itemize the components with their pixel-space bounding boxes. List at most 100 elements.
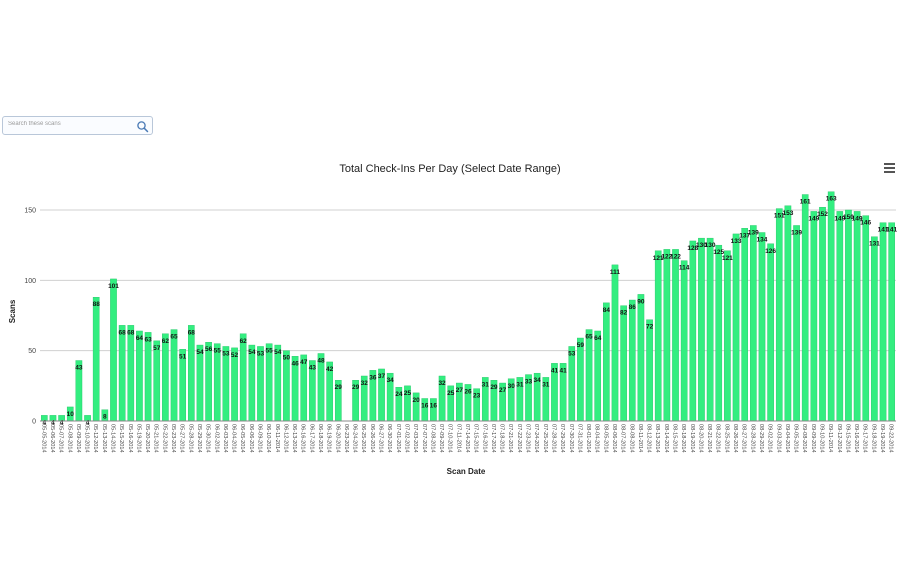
data-label: 31 — [542, 381, 550, 388]
search-box[interactable] — [2, 116, 153, 135]
bar[interactable] — [871, 236, 878, 422]
y-axis-ticks: 0 50 100 150 — [24, 208, 36, 426]
data-label: 62 — [162, 338, 170, 345]
x-tick-label: 09-04-2014 — [784, 424, 790, 453]
bar[interactable] — [136, 330, 143, 422]
bar[interactable] — [127, 325, 135, 422]
bar[interactable] — [672, 249, 679, 422]
data-label: 41 — [551, 367, 559, 374]
bar[interactable] — [888, 222, 895, 422]
bar[interactable] — [196, 344, 204, 422]
bar[interactable] — [92, 297, 100, 422]
bar[interactable] — [724, 250, 731, 422]
bar[interactable] — [689, 240, 697, 422]
bar[interactable] — [845, 209, 852, 422]
x-tick-label: 06-06-2014 — [248, 424, 254, 453]
bar[interactable] — [819, 206, 826, 422]
bar[interactable] — [698, 237, 705, 422]
x-tick-label: 06-16-2014 — [300, 424, 306, 453]
bar[interactable] — [274, 344, 282, 422]
bar[interactable] — [118, 325, 126, 422]
x-tick-label: 07-25-2014 — [542, 424, 548, 453]
x-tick-label: 09-17-2014 — [862, 424, 868, 453]
bar[interactable] — [248, 344, 256, 422]
bar[interactable] — [732, 233, 740, 422]
data-label: 139 — [748, 229, 759, 236]
bar[interactable] — [585, 329, 593, 422]
bar[interactable] — [750, 225, 757, 422]
bar[interactable] — [862, 215, 870, 422]
hamburger-menu-icon[interactable] — [884, 163, 895, 174]
data-label: 128 — [687, 245, 698, 252]
bar[interactable] — [110, 278, 117, 422]
bar[interactable] — [568, 346, 576, 422]
bar[interactable] — [628, 299, 636, 422]
bar[interactable] — [170, 329, 178, 422]
data-label: 50 — [283, 355, 291, 362]
bar[interactable] — [879, 222, 887, 422]
bar[interactable] — [663, 249, 671, 422]
bar[interactable] — [654, 250, 662, 422]
bar[interactable] — [793, 225, 800, 422]
data-label: 63 — [144, 336, 152, 343]
x-tick-label: 07-16-2014 — [481, 424, 487, 453]
x-tick-label: 08-25-2014 — [723, 424, 729, 453]
x-tick-label: 07-02-2014 — [403, 424, 409, 453]
data-label: 31 — [482, 381, 490, 388]
bar[interactable] — [775, 208, 783, 422]
bar[interactable] — [784, 205, 792, 422]
bar[interactable] — [853, 211, 861, 422]
x-tick-label: 06-25-2014 — [360, 424, 366, 453]
bar[interactable] — [810, 211, 818, 422]
data-label: 82 — [620, 310, 628, 317]
bar[interactable] — [594, 330, 602, 422]
bar[interactable] — [758, 232, 766, 422]
bar[interactable] — [188, 325, 195, 422]
data-label: 122 — [661, 253, 672, 260]
x-tick-label: 06-27-2014 — [378, 424, 384, 453]
bar[interactable] — [213, 343, 221, 422]
bar[interactable] — [741, 228, 748, 422]
bar[interactable] — [153, 340, 161, 422]
x-tick-label: 06-24-2014 — [352, 424, 358, 453]
bar[interactable] — [620, 305, 627, 422]
x-tick-label: 05-27-2014 — [179, 424, 185, 453]
bar[interactable] — [257, 346, 264, 422]
bar[interactable] — [162, 333, 169, 422]
bar[interactable] — [715, 244, 723, 422]
bar[interactable] — [603, 302, 610, 422]
data-label: 4 — [51, 419, 55, 426]
data-label: 111 — [610, 269, 621, 276]
bar[interactable] — [222, 346, 230, 422]
x-tick-label: 06-20-2014 — [334, 424, 340, 453]
bar[interactable] — [239, 333, 247, 422]
data-label: 86 — [629, 304, 637, 311]
bar[interactable] — [637, 294, 645, 422]
bar[interactable] — [265, 343, 273, 422]
x-tick-label: 08-29-2014 — [758, 424, 764, 453]
bar[interactable] — [646, 319, 653, 422]
data-label: 122 — [670, 253, 681, 260]
search-input[interactable] — [8, 121, 133, 127]
x-tick-label: 05-29-2014 — [196, 424, 202, 453]
data-label: 34 — [387, 377, 395, 384]
bar[interactable] — [577, 337, 584, 422]
data-label: 10 — [67, 411, 75, 418]
data-label: 121 — [722, 255, 733, 262]
data-label: 54 — [274, 349, 282, 356]
bar[interactable] — [767, 243, 774, 422]
search-icon[interactable] — [136, 120, 149, 133]
bar[interactable] — [680, 260, 688, 422]
bar[interactable] — [801, 194, 809, 422]
bar[interactable] — [706, 237, 714, 422]
x-tick-label: 09-02-2014 — [767, 424, 773, 453]
bar[interactable] — [611, 264, 619, 422]
bar[interactable] — [827, 191, 835, 422]
data-label: 25 — [447, 390, 455, 397]
bar[interactable] — [144, 332, 152, 422]
x-tick-label: 07-17-2014 — [490, 424, 496, 453]
x-tick-label: 08-04-2014 — [594, 424, 600, 453]
bar[interactable] — [836, 211, 844, 422]
bar[interactable] — [205, 342, 212, 422]
